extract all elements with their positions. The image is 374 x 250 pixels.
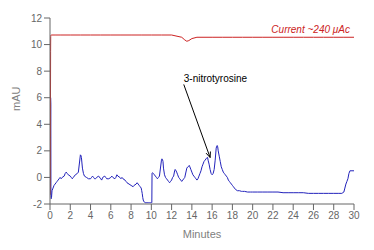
svg-text:0: 0 xyxy=(47,210,53,221)
svg-text:2: 2 xyxy=(67,210,73,221)
svg-text:14: 14 xyxy=(186,210,198,221)
svg-text:20: 20 xyxy=(247,210,259,221)
svg-text:28: 28 xyxy=(328,210,340,221)
svg-text:10: 10 xyxy=(31,39,43,50)
svg-text:22: 22 xyxy=(267,210,279,221)
svg-text:24: 24 xyxy=(288,210,300,221)
svg-text:Minutes: Minutes xyxy=(183,228,222,240)
svg-text:10: 10 xyxy=(146,210,158,221)
svg-text:-2: -2 xyxy=(33,199,42,210)
svg-text:12: 12 xyxy=(166,210,178,221)
svg-text:mAU: mAU xyxy=(10,87,22,112)
svg-text:8: 8 xyxy=(128,210,134,221)
svg-text:2: 2 xyxy=(36,145,42,156)
svg-text:4: 4 xyxy=(88,210,94,221)
svg-text:26: 26 xyxy=(308,210,320,221)
svg-text:8: 8 xyxy=(36,66,42,77)
svg-text:3-nitrotyrosine: 3-nitrotyrosine xyxy=(184,73,248,84)
svg-text:4: 4 xyxy=(36,119,42,130)
svg-text:6: 6 xyxy=(108,210,114,221)
svg-text:12: 12 xyxy=(31,13,43,24)
svg-text:16: 16 xyxy=(207,210,219,221)
svg-text:0: 0 xyxy=(36,172,42,183)
svg-text:Current ~240 μAc: Current ~240 μAc xyxy=(271,24,350,35)
svg-text:18: 18 xyxy=(227,210,239,221)
svg-text:30: 30 xyxy=(348,210,360,221)
svg-text:6: 6 xyxy=(36,92,42,103)
